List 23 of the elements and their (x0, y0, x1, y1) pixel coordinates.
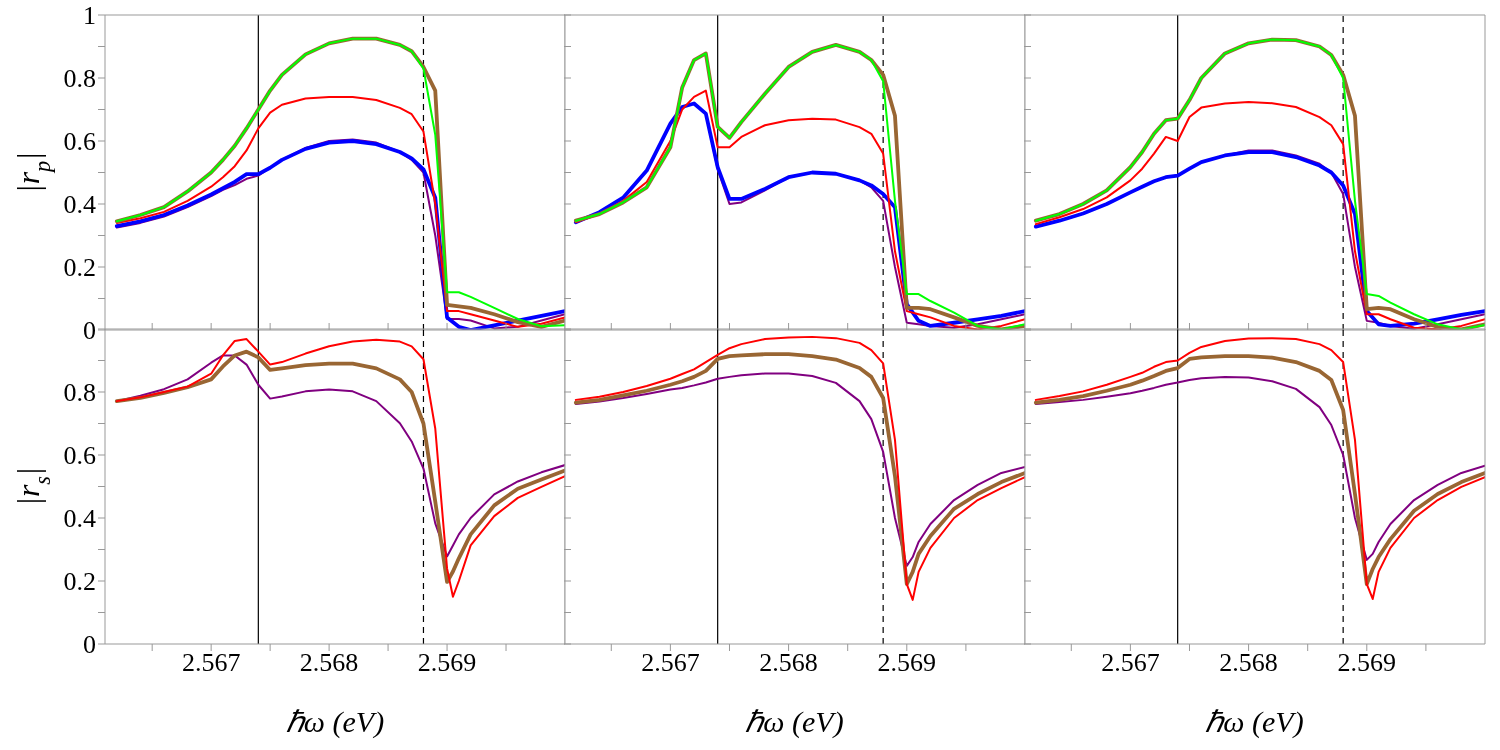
y-tick-label: 0.2 (63, 567, 96, 597)
x-tick-label: 2.568 (299, 648, 359, 678)
y-tick-label: 0.8 (63, 64, 96, 94)
y-tick-label: 0 (83, 630, 96, 660)
y-tick-label: 0.2 (63, 253, 96, 283)
x-tick-label: 2.569 (877, 648, 937, 678)
y-tick-label: 0.4 (63, 190, 96, 220)
x-tick-label: 2.568 (759, 648, 818, 678)
y-tick-label: 0.8 (63, 378, 96, 408)
x-tick-label: 2.567 (1101, 648, 1160, 678)
x-tick-label: 2.569 (1337, 648, 1397, 678)
x-axis-title: ℏω (eV) (285, 705, 385, 739)
y-tick-label: 0 (83, 316, 96, 346)
y-tick-label: 0.4 (63, 504, 96, 534)
y-tick-label: 1 (83, 1, 96, 31)
y-tick-label: 0.6 (63, 127, 96, 157)
x-tick-label: 2.567 (181, 648, 241, 678)
x-tick-label: 2.567 (641, 648, 700, 678)
x-tick-label: 2.568 (1219, 648, 1278, 678)
x-axis-title: ℏω (eV) (745, 705, 844, 739)
x-tick-label: 2.569 (417, 648, 477, 678)
x-axis-title: ℏω (eV) (1205, 705, 1304, 739)
y-tick-label: 0.6 (63, 441, 96, 471)
